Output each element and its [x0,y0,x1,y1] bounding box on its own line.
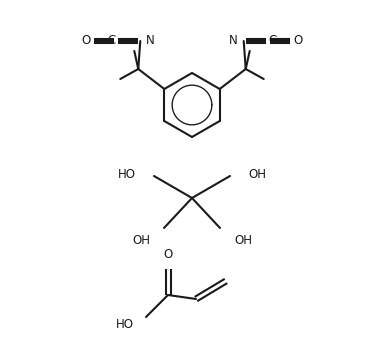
Text: OH: OH [248,167,266,180]
Text: OH: OH [132,234,150,247]
Text: OH: OH [234,234,252,247]
Text: HO: HO [118,167,136,180]
Text: N: N [229,35,238,47]
Text: O: O [81,35,90,47]
Text: O: O [294,35,303,47]
Text: HO: HO [116,319,134,331]
Text: N: N [146,35,155,47]
Text: O: O [163,248,173,261]
Text: C: C [107,35,115,47]
Text: C: C [269,35,277,47]
